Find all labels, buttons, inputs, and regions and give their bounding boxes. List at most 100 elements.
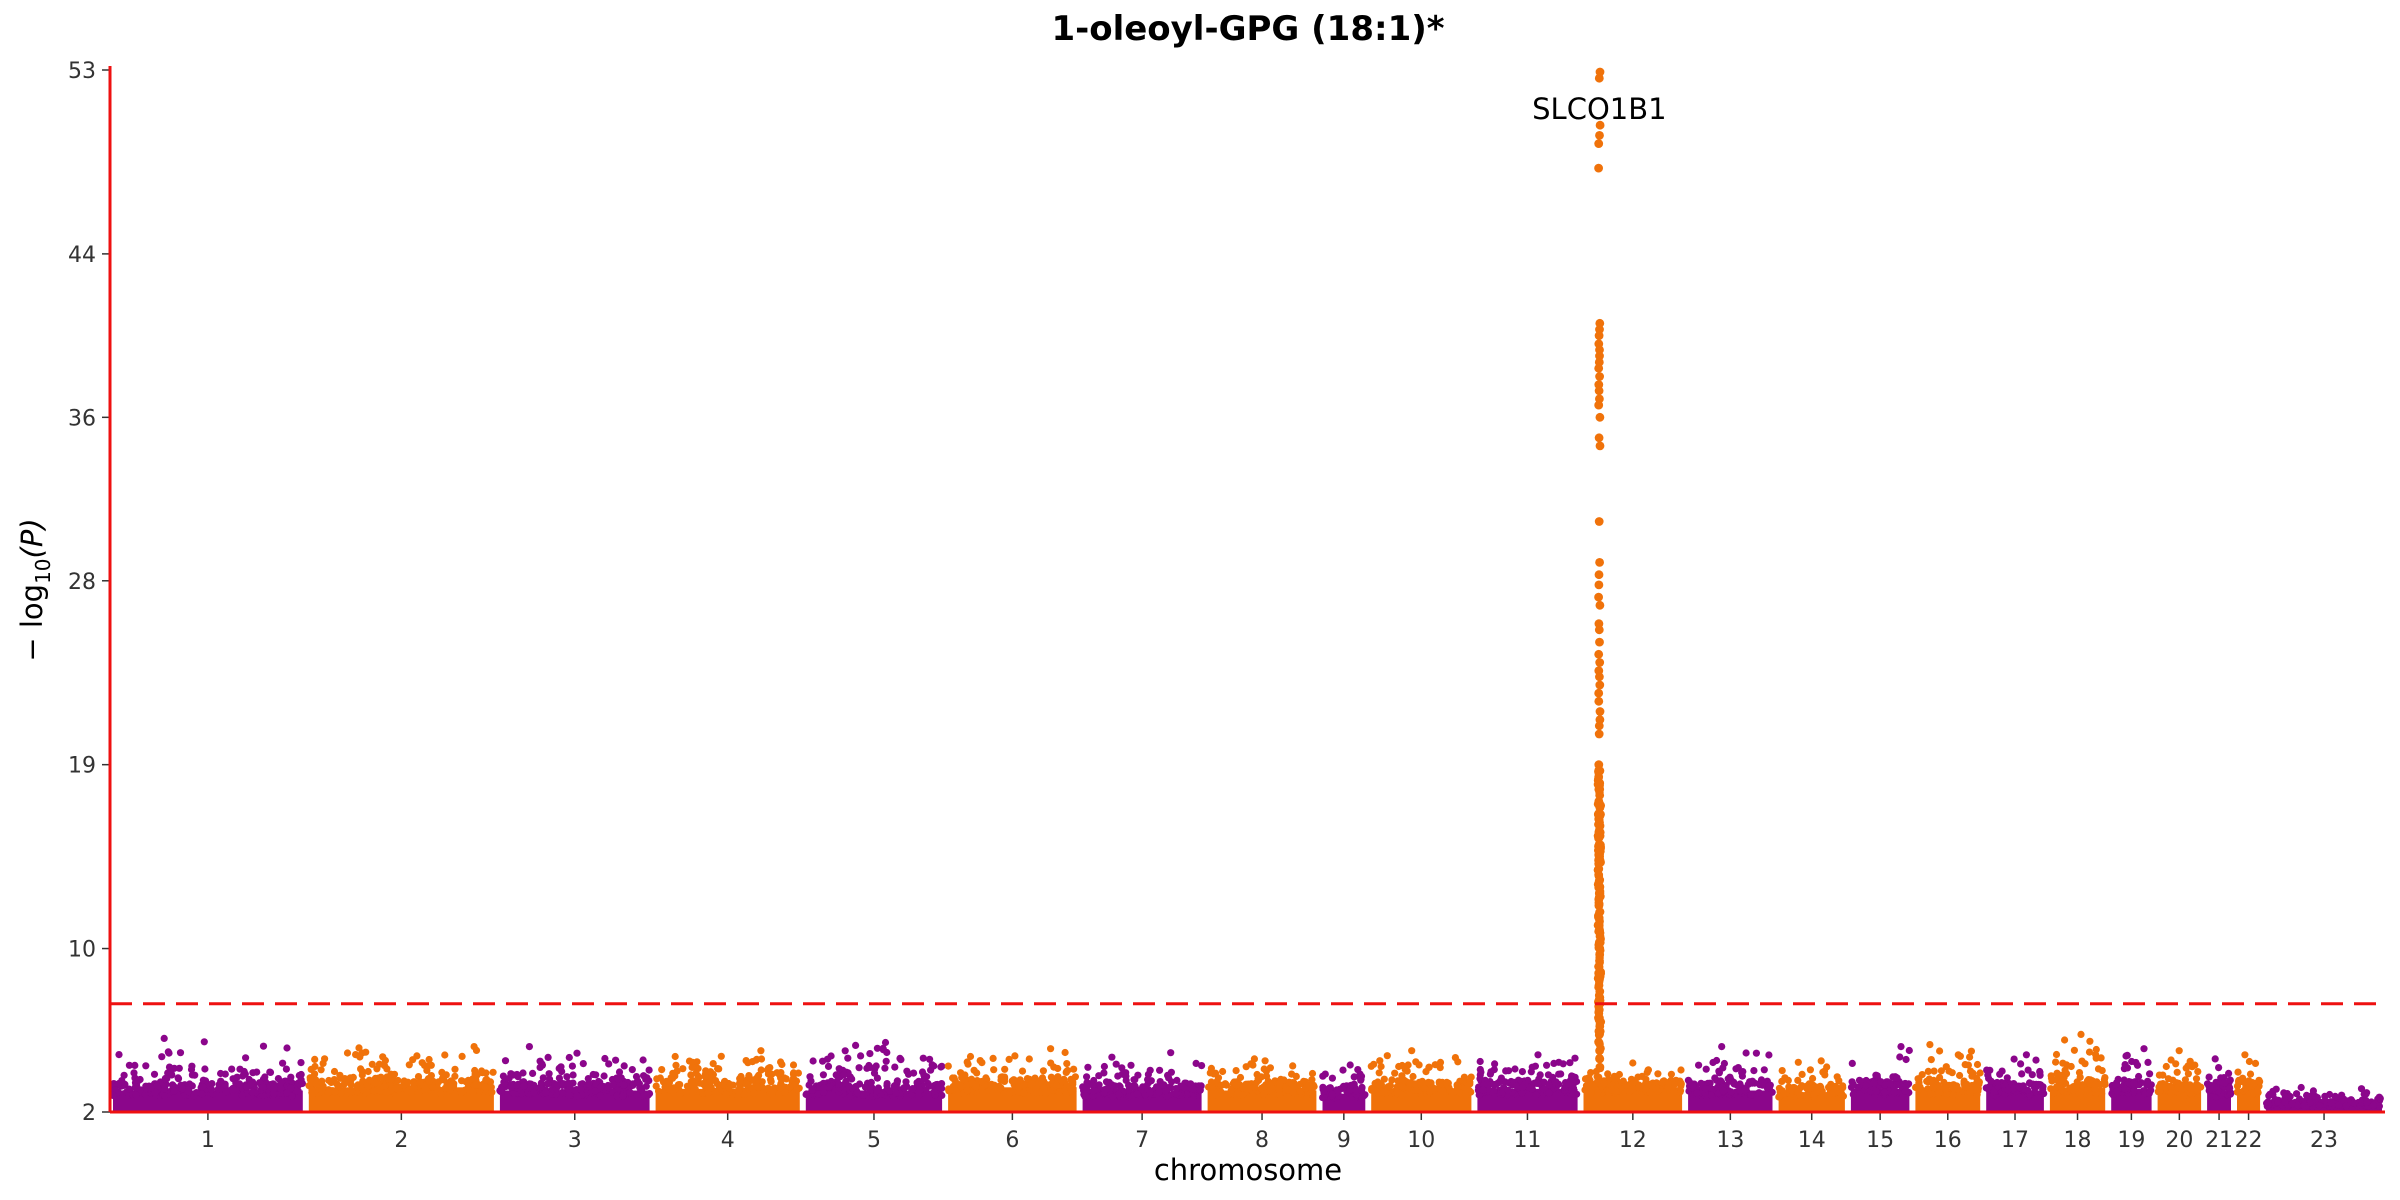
chromosome-6-point [1033, 1089, 1041, 1097]
chromosome-5-top-point [881, 1038, 890, 1047]
chromosome-5-point [892, 1089, 900, 1097]
chromosome-16-point [1929, 1083, 1937, 1091]
chromosome-5-point [832, 1071, 840, 1079]
chromosome-16-point [1961, 1083, 1969, 1091]
chromosome-6-point [949, 1074, 957, 1082]
chromosome-17-point [2018, 1070, 2026, 1078]
chromosome-14-point [1784, 1076, 1792, 1084]
chromosome-2-point [458, 1052, 466, 1060]
chromosome-5-point [824, 1062, 833, 1070]
chromosome-16-point [1927, 1056, 1935, 1064]
chromosome-18-point [2052, 1076, 2060, 1084]
chromosome-12-point [1677, 1079, 1685, 1087]
chromosome-4-point [706, 1068, 715, 1076]
peak-point [1594, 625, 1604, 635]
chromosome-2-point [390, 1070, 399, 1078]
chromosome-3-point [545, 1070, 553, 1078]
chromosome-13-point [1755, 1089, 1763, 1097]
chromosome-6-point [1001, 1065, 1009, 1073]
chromosome-3-point [613, 1092, 621, 1100]
chromosome-16-point [1950, 1085, 1958, 1093]
chromosome-2-point [321, 1055, 329, 1063]
chromosome-23-point [2300, 1101, 2308, 1110]
chromosome-8-point [1284, 1086, 1292, 1094]
chromosome-10-point [1443, 1078, 1451, 1086]
chromosome-8-point [1239, 1084, 1247, 1092]
x-tick-label: 20 [2165, 1128, 2193, 1153]
chromosome-12-point [1664, 1083, 1672, 1091]
x-tick-label: 22 [2235, 1128, 2263, 1153]
x-tick-label: 8 [1255, 1128, 1269, 1153]
chromosome-4-point [743, 1080, 751, 1088]
chromosome-1-top-point [160, 1034, 168, 1042]
x-tick-label: 12 [1619, 1128, 1647, 1153]
chromosome-1-point [298, 1079, 306, 1088]
chromosome-8-point [1206, 1069, 1214, 1077]
chromosome-22-point [2233, 1088, 2241, 1096]
chromosome-10-point [1383, 1052, 1391, 1060]
chromosome-1-point [200, 1038, 208, 1046]
chromosome-16-point [1940, 1078, 1948, 1086]
chromosome-10-point [1463, 1085, 1471, 1093]
chromosome-1-point [207, 1085, 216, 1093]
chromosome-10-point [1391, 1069, 1399, 1077]
chromosome-20-top-point [2175, 1047, 2183, 1055]
chromosome-1-point [283, 1044, 291, 1052]
chromosome-19-point [2135, 1072, 2143, 1081]
chromosome-12-point [1582, 1082, 1591, 1090]
chromosome-10-point [1436, 1064, 1444, 1072]
chromosome-11-point [1476, 1057, 1484, 1066]
chromosome-13-point [1707, 1084, 1715, 1092]
chromosome-1-point [158, 1053, 166, 1061]
chromosome-11-point [1513, 1082, 1521, 1090]
chromosome-3-point [565, 1091, 573, 1099]
chromosome-3-point [505, 1074, 513, 1082]
chromosome-2-point [317, 1066, 325, 1074]
chromosome-1-point [161, 1074, 169, 1083]
chromosome-23-point [2327, 1099, 2335, 1107]
chromosome-5-point [919, 1054, 927, 1062]
chromosome-5-point [913, 1079, 921, 1087]
chromosome-15-point [1890, 1088, 1898, 1097]
chromosome-12-point [1625, 1087, 1633, 1096]
chromosome-5-point [893, 1077, 902, 1085]
chromosome-3-point [564, 1079, 573, 1087]
chromosome-1-point [287, 1073, 295, 1081]
chromosome-4-point [767, 1076, 775, 1084]
chromosome-1-point [297, 1059, 305, 1067]
chromosome-7-point [1122, 1072, 1130, 1080]
chromosome-2-point [472, 1081, 480, 1089]
chromosome-12-point [1604, 1070, 1612, 1078]
chromosome-16-point [1936, 1047, 1944, 1055]
chromosome-12-point [1667, 1070, 1675, 1078]
chromosome-1-point [199, 1076, 207, 1084]
chromosome-12-point [1644, 1066, 1652, 1074]
peak-point [1594, 649, 1604, 659]
chromosome-4-point [709, 1060, 717, 1068]
chromosome-19-top-point [2140, 1045, 2148, 1053]
chromosome-15-point [1880, 1088, 1889, 1096]
peak-point [1594, 767, 1603, 776]
chromosome-5-point [897, 1056, 905, 1064]
peak-point [1594, 386, 1604, 396]
chromosome-16-point [1914, 1075, 1922, 1083]
chromosome-22-point [2236, 1078, 2244, 1086]
chromosome-5-point [802, 1090, 810, 1099]
chromosome-14-point [1798, 1070, 1806, 1078]
chromosome-1-point [151, 1088, 159, 1096]
chromosome-10-point [1375, 1081, 1383, 1089]
chromosome-6-top-point [1047, 1045, 1055, 1053]
chromosome-4-point [778, 1082, 786, 1090]
chromosome-6-point [1005, 1055, 1013, 1063]
chromosome-7-point [1100, 1062, 1108, 1071]
chromosome-2-point [472, 1075, 480, 1083]
chromosome-5-point [904, 1070, 913, 1078]
chromosome-18-point [2078, 1057, 2086, 1065]
chromosome-1-point [176, 1049, 185, 1057]
y-tick-label: 19 [68, 754, 96, 779]
chromosome-1-point [125, 1085, 133, 1093]
chromosome-23-point [2338, 1091, 2346, 1099]
chromosome-14-point [1789, 1084, 1797, 1092]
x-tick-label: 16 [1934, 1128, 1962, 1153]
chromosome-4-point [757, 1066, 765, 1074]
